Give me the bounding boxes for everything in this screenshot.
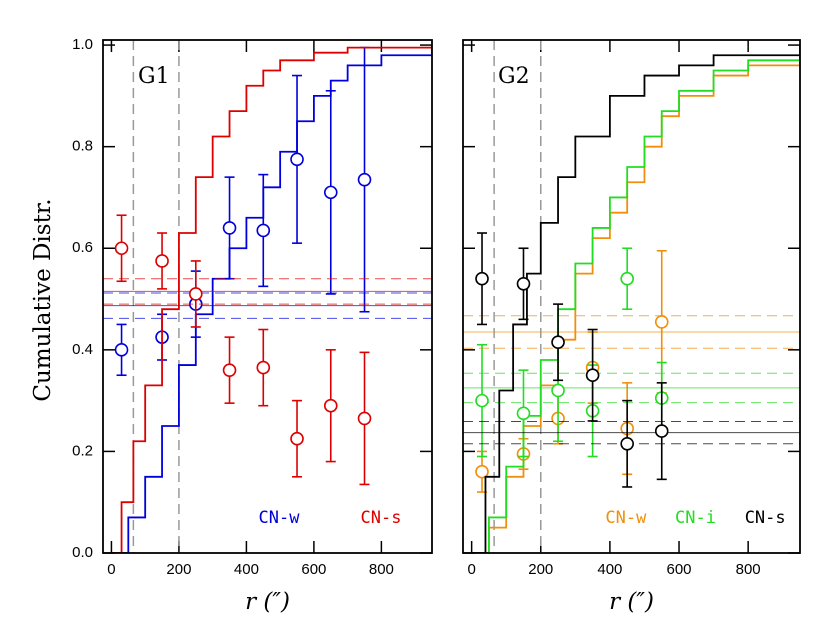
- legend-entry: CN-w: [605, 508, 647, 528]
- data-point: [516, 277, 531, 291]
- x-tick-label: 600: [301, 561, 326, 578]
- y-axis-label: Cumulative Distr.: [30, 198, 56, 401]
- x-tick-label: 400: [234, 561, 259, 578]
- x-axis-label: r (″): [609, 589, 654, 615]
- panel-label: G1: [138, 64, 170, 89]
- data-point: [290, 152, 304, 167]
- data-point: [620, 271, 634, 286]
- x-axis-label: r (″): [245, 589, 290, 615]
- y-tick-label: 0.4: [72, 341, 93, 358]
- data-point: [256, 360, 271, 375]
- cumulative-curve: [111, 45, 432, 553]
- y-tick-label: 0.0: [72, 544, 93, 561]
- legend-entry: CN-w: [259, 508, 301, 528]
- data-point: [290, 431, 304, 446]
- data-point: [357, 411, 372, 426]
- x-tick-label: 200: [528, 561, 553, 578]
- data-point: [323, 185, 338, 200]
- data-point: [654, 424, 669, 438]
- y-tick-label: 0.8: [72, 138, 93, 155]
- data-point: [585, 368, 600, 383]
- plot-frame: [102, 39, 433, 554]
- cumulative-curve: [471, 47, 800, 553]
- data-point: [551, 383, 565, 398]
- data-point: [188, 287, 203, 301]
- y-tick-label: 0.6: [72, 239, 93, 256]
- legend-entry: CN-i: [675, 508, 716, 528]
- data-point: [475, 393, 489, 408]
- data-point: [475, 271, 489, 286]
- x-tick-label: 200: [166, 561, 191, 578]
- x-tick-label: 600: [667, 561, 692, 578]
- data-point: [323, 398, 338, 413]
- data-point: [516, 406, 531, 421]
- cumulative-curve: [471, 45, 800, 553]
- data-point: [222, 363, 237, 377]
- data-point: [620, 436, 634, 451]
- legend-entry: CN-s: [361, 508, 402, 528]
- data-point: [357, 172, 372, 187]
- x-tick-label: 800: [736, 561, 761, 578]
- cumulative-curve: [471, 52, 800, 553]
- y-tick-label: 1.0: [72, 36, 93, 53]
- data-point: [114, 241, 129, 256]
- x-tick-label: 0: [467, 561, 475, 578]
- legend-entry: CN-s: [745, 508, 786, 528]
- data-point: [114, 343, 129, 357]
- panel-label: G2: [498, 64, 530, 89]
- data-point: [654, 315, 669, 329]
- x-tick-label: 800: [369, 561, 394, 578]
- cumulative-curve: [111, 47, 432, 553]
- data-point: [256, 223, 271, 238]
- plot-frame: [462, 39, 801, 554]
- data-point: [222, 221, 237, 235]
- data-point: [551, 335, 565, 350]
- y-tick-label: 0.2: [72, 442, 93, 459]
- data-point: [155, 254, 169, 268]
- data-point: [475, 464, 489, 479]
- x-tick-label: 400: [597, 561, 622, 578]
- x-tick-label: 0: [107, 561, 115, 578]
